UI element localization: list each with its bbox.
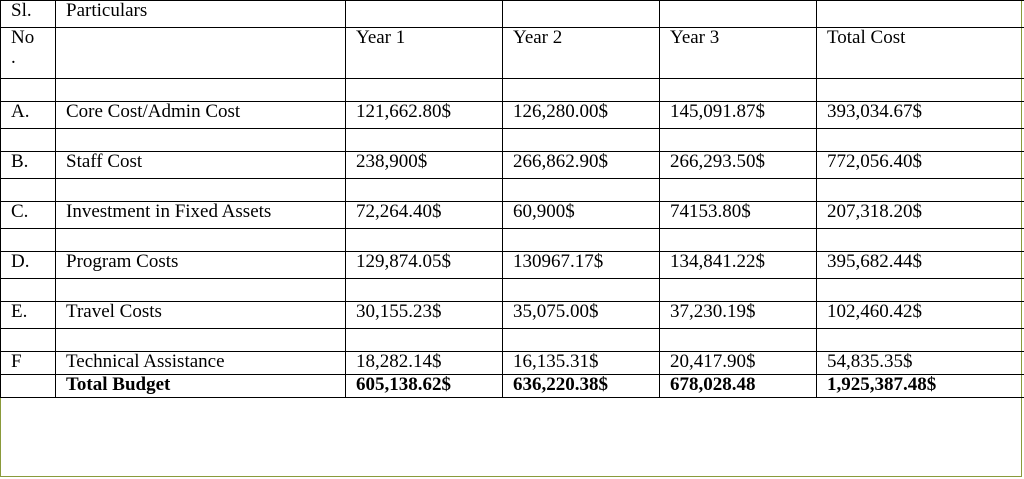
header-particulars-cont [55,27,346,79]
row-year2: 16,135.31$ [502,351,660,375]
total-label: Total Budget [55,374,346,398]
row-year1: 30,155.23$ [345,301,503,329]
total-sl [0,374,56,398]
total-year2: 636,220.38$ [502,374,660,398]
budget-table: Sl. Particulars No. Year 1 Year 2 Year 3… [0,0,1024,398]
row-year3: 74153.80$ [659,201,817,229]
row-year3: 20,417.90$ [659,351,817,375]
row-total: 393,034.67$ [816,101,1024,129]
header-year3: Year 3 [659,27,817,79]
spacer-row [0,178,1024,202]
header-empty [345,0,503,28]
row-year3: 266,293.50$ [659,151,817,179]
row-year1: 121,662.80$ [345,101,503,129]
row-year2: 60,900$ [502,201,660,229]
row-particular: Technical Assistance [55,351,346,375]
row-year2: 35,075.00$ [502,301,660,329]
row-year1: 129,874.05$ [345,251,503,279]
row-year3: 37,230.19$ [659,301,817,329]
spacer-row [0,228,1024,252]
row-year2: 130967.17$ [502,251,660,279]
row-year3: 134,841.22$ [659,251,817,279]
row-total: 102,460.42$ [816,301,1024,329]
spacer-row [0,328,1024,352]
row-year2: 266,862.90$ [502,151,660,179]
row-total: 54,835.35$ [816,351,1024,375]
row-particular: Staff Cost [55,151,346,179]
header-row-1: Sl. Particulars [0,0,1024,28]
spacer-row [0,78,1024,102]
row-sl: A. [0,101,56,129]
table-row: E. Travel Costs 30,155.23$ 35,075.00$ 37… [0,301,1024,329]
table-row: D. Program Costs 129,874.05$ 130967.17$ … [0,251,1024,279]
row-year1: 18,282.14$ [345,351,503,375]
total-total: 1,925,387.48$ [816,374,1024,398]
header-total: Total Cost [816,27,1024,79]
spacer-row [0,128,1024,152]
row-year1: 238,900$ [345,151,503,179]
total-year3: 678,028.48 [659,374,817,398]
row-sl: C. [0,201,56,229]
row-total: 207,318.20$ [816,201,1024,229]
table-row: B. Staff Cost 238,900$ 266,862.90$ 266,2… [0,151,1024,179]
row-sl: F [0,351,56,375]
row-total: 395,682.44$ [816,251,1024,279]
total-row: Total Budget 605,138.62$ 636,220.38$ 678… [0,374,1024,398]
row-total: 772,056.40$ [816,151,1024,179]
row-year2: 126,280.00$ [502,101,660,129]
row-sl: D. [0,251,56,279]
table-row: A. Core Cost/Admin Cost 121,662.80$ 126,… [0,101,1024,129]
row-year1: 72,264.40$ [345,201,503,229]
table-row: F Technical Assistance 18,282.14$ 16,135… [0,351,1024,375]
header-year2: Year 2 [502,27,660,79]
header-particulars: Particulars [55,0,346,28]
row-particular: Core Cost/Admin Cost [55,101,346,129]
row-particular: Travel Costs [55,301,346,329]
row-year3: 145,091.87$ [659,101,817,129]
header-row-2: No. Year 1 Year 2 Year 3 Total Cost [0,27,1024,79]
header-sl-cont: No. [0,27,56,79]
table-row: C. Investment in Fixed Assets 72,264.40$… [0,201,1024,229]
total-year1: 605,138.62$ [345,374,503,398]
row-particular: Program Costs [55,251,346,279]
row-sl: B. [0,151,56,179]
row-particular: Investment in Fixed Assets [55,201,346,229]
spacer-row [0,278,1024,302]
header-sl: Sl. [0,0,56,28]
row-sl: E. [0,301,56,329]
header-year1: Year 1 [345,27,503,79]
